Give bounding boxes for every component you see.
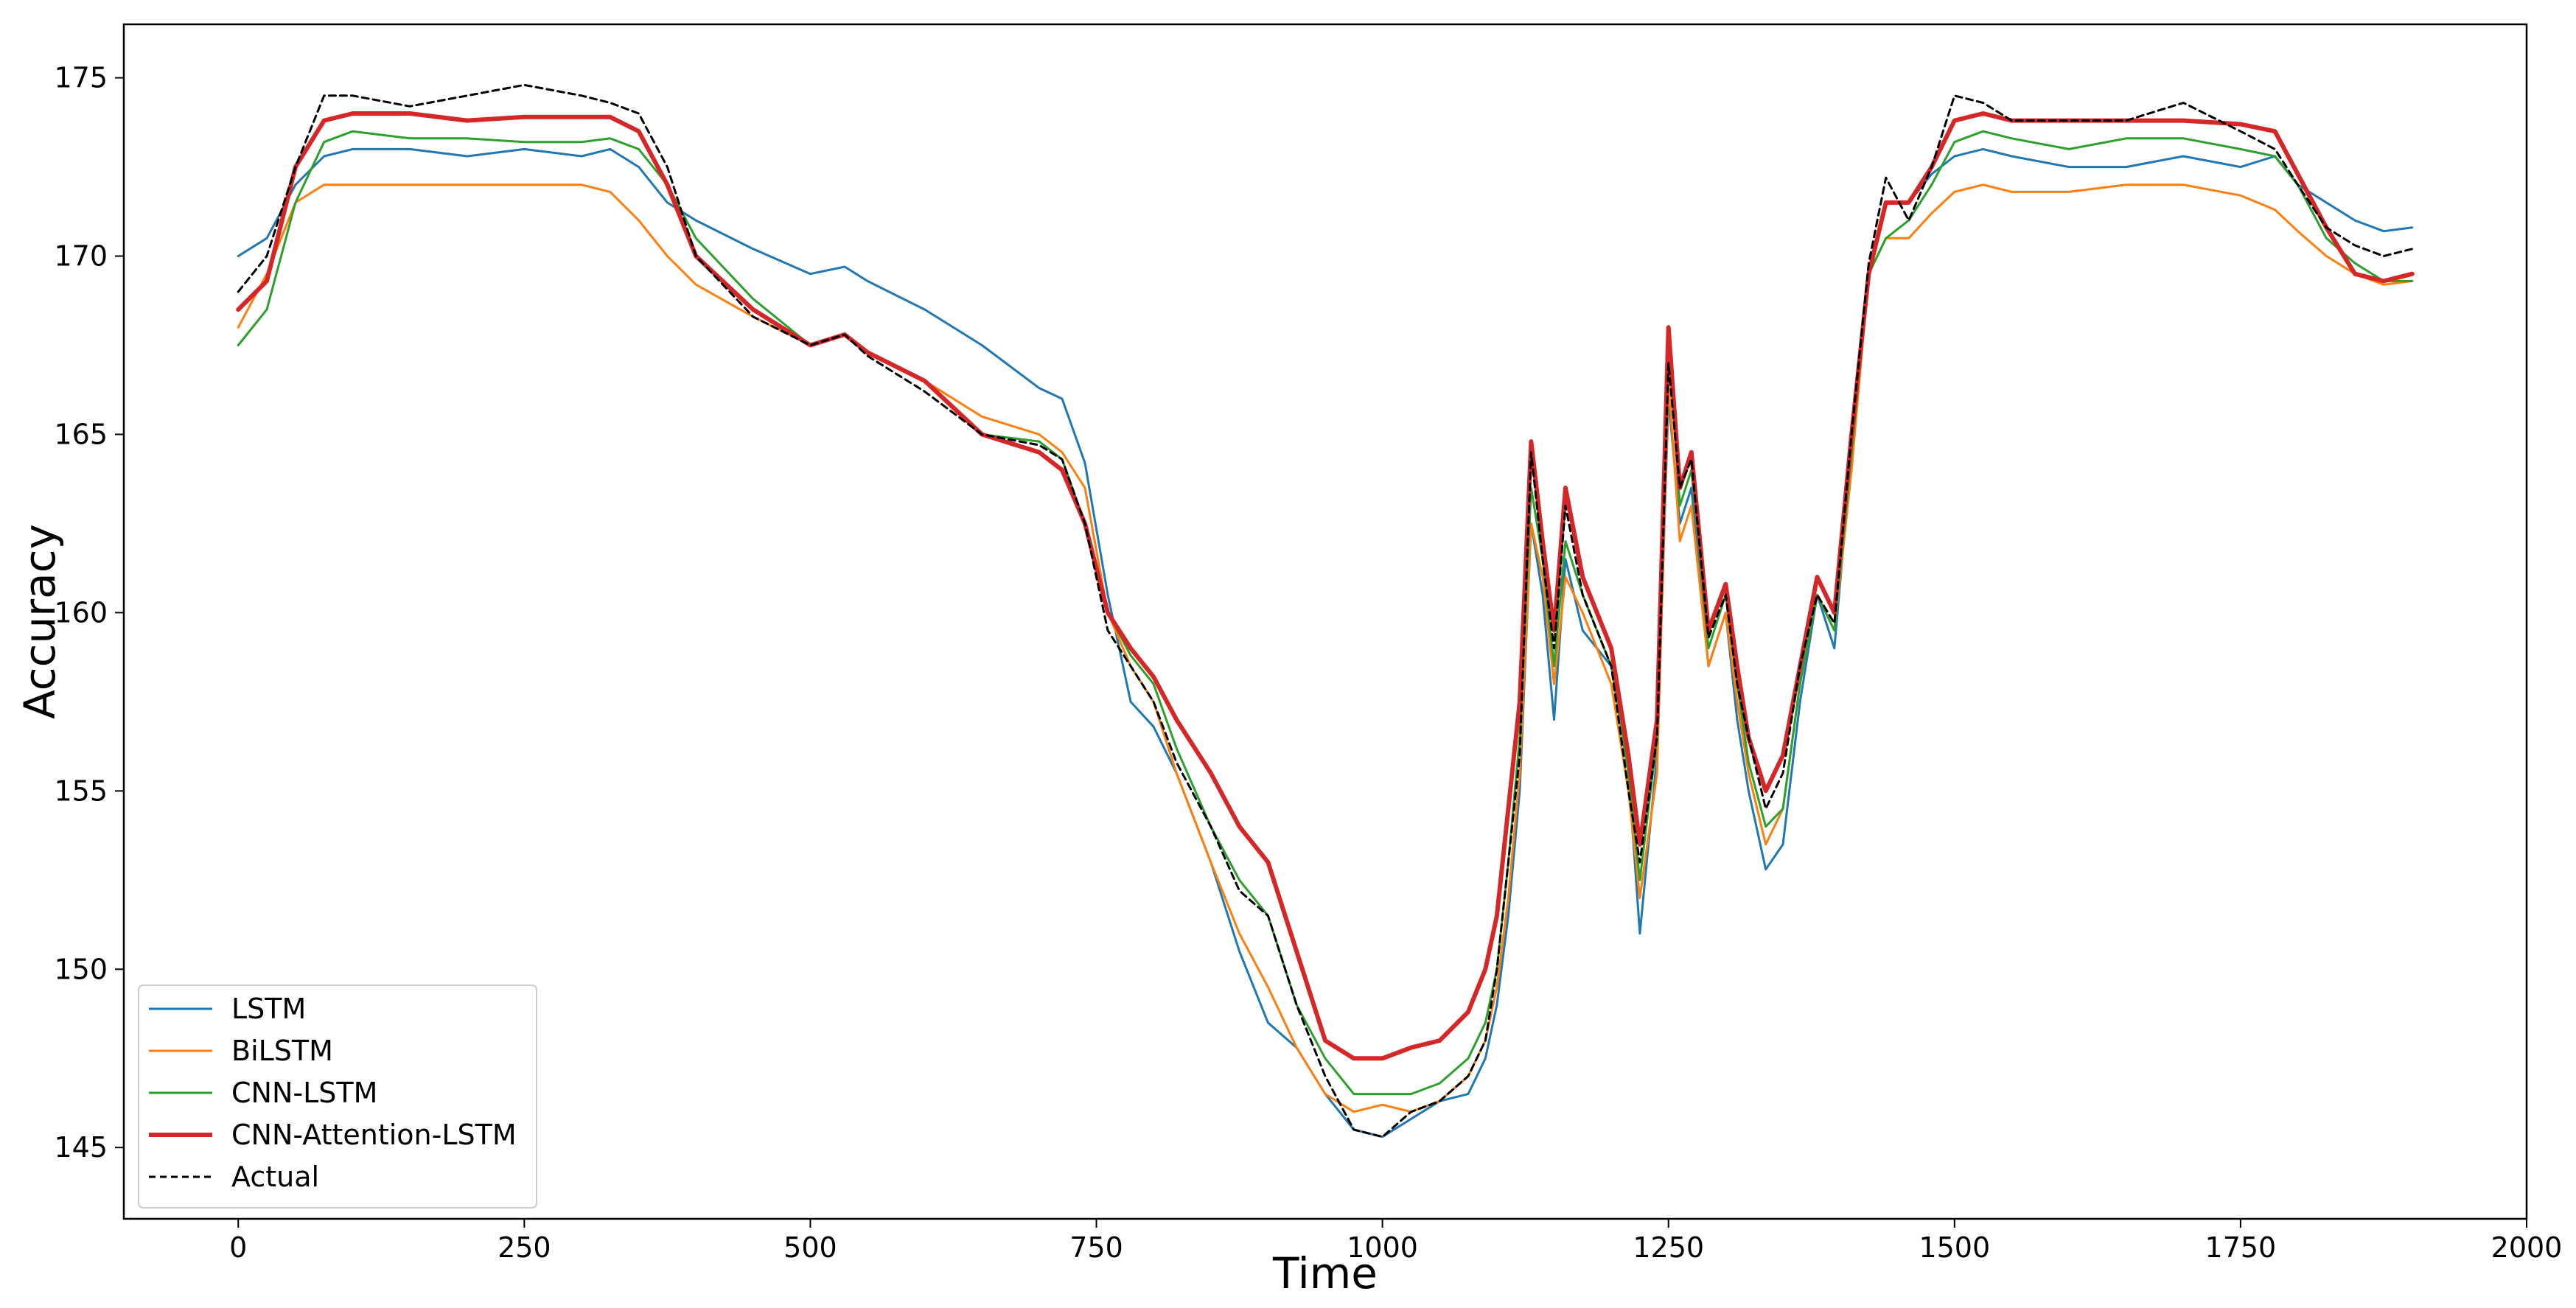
plot-frame: [122, 23, 2528, 1220]
legend-box: [138, 985, 537, 1209]
x-tick-label: 500: [783, 1231, 837, 1264]
x-tick-label: 2000: [2491, 1231, 2563, 1264]
x-tick-label: 1500: [1919, 1231, 1990, 1264]
x-tick-label: 250: [498, 1231, 551, 1264]
legend: LSTM BiLSTM CNN-LSTM CNN-Attention-LSTM Actu…: [138, 985, 537, 1209]
x-tick-label: 0: [229, 1231, 247, 1264]
legend-label-0: LSTM: [231, 993, 306, 1025]
y-axis: 145 150 155 160 165 170 175: [54, 62, 124, 1164]
legend-label-1: BiLSTM: [231, 1035, 333, 1067]
series-line-4: [237, 83, 2414, 1139]
x-axis: 0 250 500 750 1000 1250 1500 1750 2000: [229, 1219, 2562, 1264]
plot-area: [122, 23, 2528, 1220]
legend-label-4: Actual: [231, 1161, 319, 1193]
x-tick-label: 1250: [1633, 1231, 1704, 1264]
y-tick-label: 155: [54, 774, 108, 807]
legend-label-2: CNN-LSTM: [231, 1077, 377, 1109]
y-tick-label: 175: [54, 62, 108, 94]
x-axis-title: Time: [1272, 1248, 1378, 1298]
y-tick-label: 170: [54, 240, 108, 273]
y-tick-label: 150: [54, 953, 108, 985]
x-tick-label: 1000: [1347, 1231, 1418, 1264]
legend-label-3: CNN-Attention-LSTM: [231, 1119, 517, 1151]
y-axis-title: Accuracy: [15, 524, 65, 719]
x-tick-label: 1750: [2205, 1231, 2277, 1264]
y-tick-label: 165: [54, 418, 108, 450]
y-tick-label: 160: [54, 596, 108, 629]
y-tick-label: 145: [54, 1131, 108, 1164]
x-tick-label: 750: [1069, 1231, 1123, 1264]
series-line-0: [237, 147, 2414, 1139]
